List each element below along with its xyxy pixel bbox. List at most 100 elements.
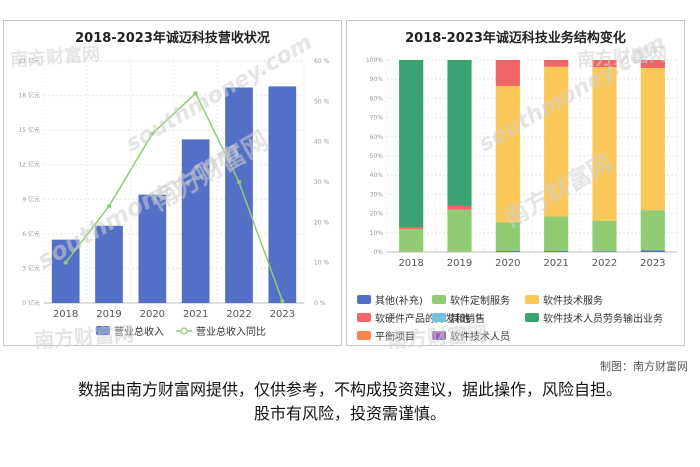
legend-swatch	[525, 313, 539, 322]
stack-segment	[544, 251, 569, 252]
revenue-bar	[138, 194, 167, 303]
legend-label: 其他	[450, 312, 470, 325]
business-structure-chart-panel: 2018-2023年诚迈科技业务结构变化 0% 10% 20% 30% 40% 50% 60…	[346, 20, 685, 352]
revenue-chart: 0 亿元 3 亿元 6 亿元 9 亿元 12 亿元 15 亿元 18 亿元 21 亿元 0 % 1…	[18, 57, 330, 338]
legend-label: 软件定制服务	[450, 294, 510, 307]
stack-segment	[592, 60, 617, 68]
stack-segment	[640, 210, 665, 251]
revenue-bar	[268, 86, 297, 303]
x-tick-label: 2023	[270, 309, 295, 320]
y-tick-label: 9 亿元	[22, 195, 40, 203]
revenue-chart-title: 2018-2023年诚迈科技营收状况	[75, 31, 270, 46]
stack-segment	[592, 251, 617, 252]
stack-segment	[592, 67, 617, 221]
y-tick-label: 6 亿元	[22, 230, 40, 238]
stack-segment	[399, 228, 424, 252]
yoy-point	[63, 260, 68, 265]
y2-tick-label: 40 %	[314, 139, 330, 146]
legend-label: 平衡项目	[375, 331, 415, 343]
legend-label: 软件技术服务	[543, 294, 603, 307]
stack-segment	[640, 60, 665, 69]
stack-segment	[399, 227, 424, 229]
yoy-point	[280, 298, 285, 303]
y-tick-label: 100%	[366, 57, 383, 64]
y-tick-label: 21 亿元	[18, 57, 40, 65]
legend-swatch	[432, 313, 446, 322]
y-tick-label: 18 亿元	[18, 92, 40, 100]
business-structure-chart: 0% 10% 20% 30% 40% 50% 60% 70% 80% 90% 100% 2018 201…	[357, 57, 678, 343]
stack-segment	[447, 205, 472, 210]
revenue-bar	[225, 87, 253, 303]
yoy-point	[193, 91, 198, 96]
y2-tick-label: 20 %	[314, 219, 330, 226]
revenue-bar	[181, 139, 210, 303]
y-tick-label: 10%	[370, 230, 384, 237]
chart-credit: 制图：南方财富网	[600, 360, 688, 373]
yoy-point	[107, 204, 111, 209]
stack-segment	[447, 209, 472, 252]
y-tick-label: 60%	[370, 134, 384, 141]
x-tick-label: 2021	[183, 309, 208, 320]
stack-segment	[495, 251, 520, 252]
disclaimer-line-2: 股市有风险，投资需谨慎。	[253, 404, 446, 423]
y-tick-label: 40%	[370, 172, 384, 179]
revenue-bar	[95, 225, 123, 303]
stack-segment	[544, 66, 569, 217]
y2-tick-label: 50 %	[314, 98, 330, 105]
y-tick-label: 12 亿元	[18, 161, 40, 169]
y-tick-label: 0%	[373, 249, 383, 256]
x-tick-label: 2020	[495, 258, 520, 269]
y2-tick-label: 30 %	[314, 179, 330, 186]
legend-label: 其他(补充)	[375, 294, 423, 307]
legend-swatch	[357, 295, 371, 304]
x-tick-label: 2022	[226, 309, 251, 320]
legend-swatch-revenue	[96, 326, 110, 335]
stack-segment	[640, 250, 665, 252]
legend-label: 软硬件产品的开发和销售	[375, 312, 485, 325]
yoy-point	[237, 180, 241, 184]
legend-swatch	[525, 295, 539, 304]
legend-label-yoy: 营业总收入同比	[196, 325, 266, 338]
y2-tick-label: 10 %	[314, 260, 330, 267]
stack-segment	[447, 60, 472, 206]
x-tick-label: 2022	[592, 258, 617, 269]
disclaimer-line-1: 数据由南方财富网提供，仅供参考，不构成投资建议，据此操作，风险自担。	[77, 380, 622, 399]
y-tick-label: 15 亿元	[18, 126, 40, 134]
x-tick-label: 2023	[640, 258, 665, 269]
y-tick-label: 50%	[370, 153, 384, 160]
y2-tick-label: 60 %	[314, 58, 330, 65]
x-tick-label: 2018	[53, 309, 78, 320]
stack-segment	[495, 85, 520, 223]
yoy-line	[65, 92, 284, 302]
legend-swatch	[357, 313, 371, 322]
stack-segment	[495, 60, 520, 86]
y-tick-label: 20%	[370, 211, 384, 218]
stack-segment	[544, 60, 569, 67]
y-tick-label: 70%	[370, 115, 384, 122]
yoy-point	[150, 131, 155, 136]
legend-swatch	[432, 331, 446, 340]
business-structure-chart-title: 2018-2023年诚迈科技业务结构变化	[405, 31, 626, 46]
y-tick-label: 90%	[370, 76, 384, 83]
legend-label: 软件技术人员劳务输出业务	[543, 312, 663, 325]
stack-segment	[544, 216, 569, 252]
y-tick-label: 0 亿元	[22, 299, 40, 307]
y-tick-label: 80%	[370, 95, 384, 102]
y2-tick-label: 0 %	[314, 300, 326, 307]
legend-swatch	[432, 295, 446, 304]
legend-label-revenue: 营业总收入	[114, 325, 164, 338]
legend-swatch	[357, 331, 371, 340]
x-tick-label: 2020	[140, 309, 165, 320]
legend-swatch-yoy-point	[180, 327, 188, 335]
stack-segment	[640, 68, 665, 211]
y-tick-label: 30%	[370, 191, 384, 198]
legend-label: 软件技术人员	[450, 330, 510, 343]
x-tick-label: 2018	[398, 258, 423, 269]
x-tick-label: 2021	[543, 258, 568, 269]
stack-segment	[592, 220, 617, 252]
x-tick-label: 2019	[96, 309, 121, 320]
x-tick-label: 2019	[447, 258, 472, 269]
revenue-chart-panel: 2018-2023年诚迈科技营收状况 0 亿元 3 亿元 6 亿元 9 亿元 12 亿元…	[3, 20, 342, 352]
stack-segment	[399, 60, 424, 228]
y-tick-label: 3 亿元	[22, 264, 40, 272]
